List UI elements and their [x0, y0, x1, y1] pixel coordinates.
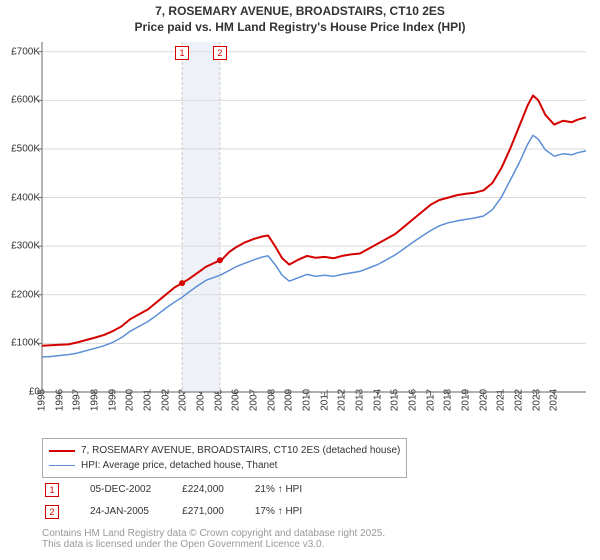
sale-row: 1 05-DEC-2002£224,00021% ↑ HPI	[44, 480, 330, 500]
sale-date: 24-JAN-2005	[89, 502, 179, 522]
legend-swatch	[49, 465, 75, 466]
legend-row: HPI: Average price, detached house, Than…	[49, 458, 400, 473]
sale-date: 05-DEC-2002	[89, 480, 179, 500]
sale-change: 17% ↑ HPI	[254, 502, 330, 522]
sales-table: 1 05-DEC-2002£224,00021% ↑ HPI 2 24-JAN-200…	[42, 478, 332, 524]
line-chart	[0, 0, 600, 440]
sale-row: 2 24-JAN-2005£271,00017% ↑ HPI	[44, 502, 330, 522]
chart-marker: 2	[213, 46, 227, 60]
legend-row: 7, ROSEMARY AVENUE, BROADSTAIRS, CT10 2E…	[49, 443, 400, 458]
sale-price: £271,000	[181, 502, 252, 522]
legend: 7, ROSEMARY AVENUE, BROADSTAIRS, CT10 2E…	[42, 438, 407, 478]
sale-change: 21% ↑ HPI	[254, 480, 330, 500]
sale-marker-icon: 2	[45, 505, 59, 519]
sale-price: £224,000	[181, 480, 252, 500]
copyright-line-1: Contains HM Land Registry data © Crown c…	[42, 528, 385, 539]
chart-marker: 1	[175, 46, 189, 60]
legend-swatch	[49, 450, 75, 452]
legend-label: HPI: Average price, detached house, Than…	[81, 458, 277, 473]
copyright-notice: Contains HM Land Registry data © Crown c…	[42, 528, 385, 550]
sale-marker-icon: 1	[45, 483, 59, 497]
legend-label: 7, ROSEMARY AVENUE, BROADSTAIRS, CT10 2E…	[81, 443, 400, 458]
copyright-line-2: This data is licensed under the Open Gov…	[42, 539, 385, 550]
